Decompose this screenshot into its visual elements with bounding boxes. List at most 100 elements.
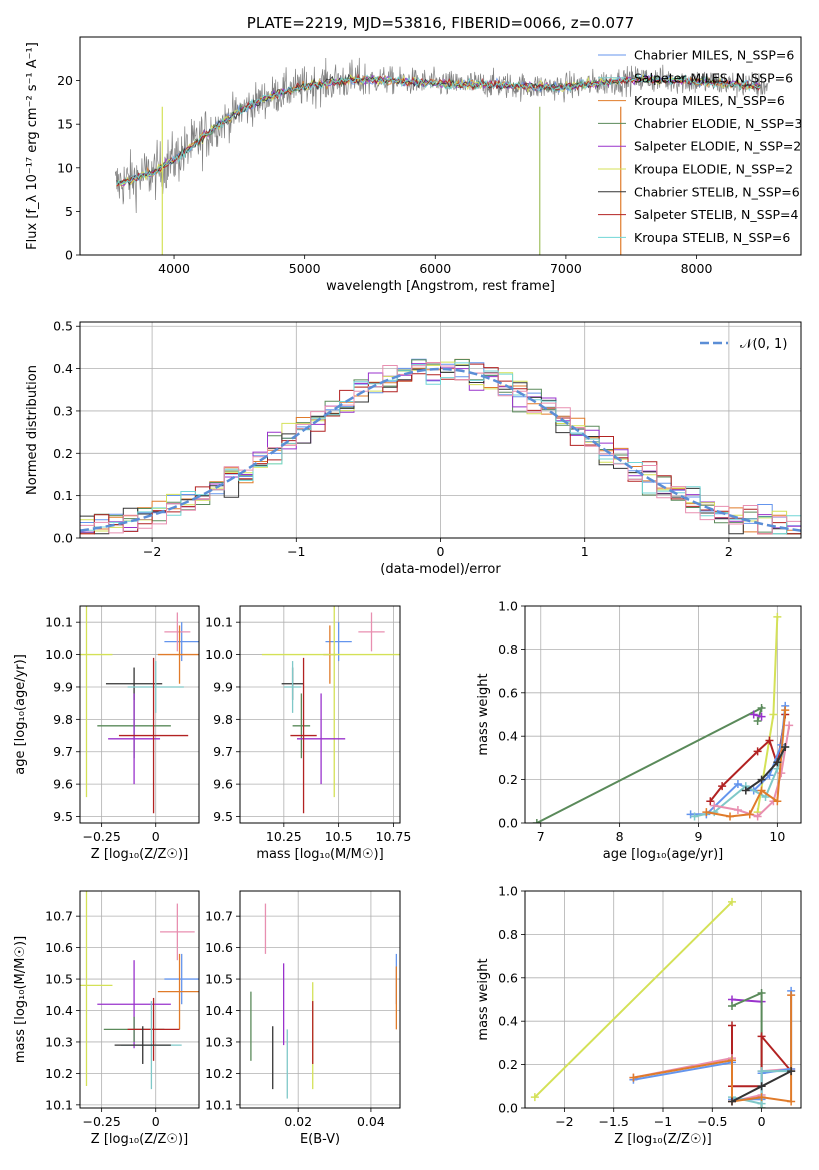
weight-marker — [741, 786, 750, 795]
x-tick-label: 0 — [152, 829, 160, 844]
legend-label: Kroupa ELODIE, N_SSP=2 — [634, 162, 793, 177]
panel-residuals: −2 −1 0 1 2 0.0 0.1 0.2 0.3 0.4 0.5 (data-model)/er… — [25, 319, 802, 577]
panel-mass_vs_Z: −0.25 0 10.1 10.2 10.3 10.4 10.5 10.6 10.7 Z [log… — [13, 890, 200, 1147]
weight-marker — [629, 1073, 638, 1082]
weight-series-8 — [728, 1067, 796, 1106]
x-tick-label: 1 — [581, 544, 589, 559]
y-tick-label: 10.6 — [45, 940, 73, 955]
histogram-step-5 — [80, 362, 801, 535]
weight-marker — [733, 779, 742, 788]
axes-frame — [239, 890, 401, 1109]
weight-marker — [785, 721, 794, 730]
model-line-7 — [116, 73, 761, 187]
legend-entry-7: Salpeter STELIB, N_SSP=4 — [598, 207, 799, 222]
weight-marker — [706, 797, 715, 806]
panel-age_vs_Z: −0.25 0 9.5 9.6 9.7 9.8 9.9 10.0 10.1 Z [log₁₀(Z/… — [13, 605, 200, 862]
y-axis-label: mass weight — [476, 958, 491, 1040]
x-tick-label: 7000 — [550, 261, 582, 276]
y-tick-label: 0 — [65, 248, 73, 263]
x-tick-label: 8 — [616, 829, 624, 844]
y-tick-label: 10.1 — [45, 1097, 73, 1112]
axes-frame — [524, 605, 802, 824]
y-tick-label: 0.2 — [498, 1057, 518, 1072]
error-point-8 — [118, 657, 189, 814]
y-tick-label: 1.0 — [498, 884, 518, 899]
axes-frame — [239, 605, 401, 824]
weight-marker — [726, 812, 735, 821]
histogram-step-6 — [80, 363, 801, 535]
legend-label: Chabrier ELODIE, N_SSP=3 — [634, 116, 803, 131]
legend-label: Kroupa STELIB, N_SSP=6 — [634, 230, 790, 245]
x-tick-label: −1.5 — [599, 1114, 629, 1129]
weight-marker — [718, 782, 727, 791]
error-point-5 — [283, 661, 302, 713]
error-point-8 — [290, 657, 317, 814]
weight-marker — [781, 743, 790, 752]
x-tick-label: 8000 — [681, 261, 713, 276]
weight-marker — [702, 808, 711, 817]
x-tick-label: 0 — [437, 544, 445, 559]
y-tick-label: 9.9 — [213, 679, 233, 694]
y-tick-label: 10.2 — [45, 1066, 73, 1081]
y-tick-label: 0.5 — [53, 319, 73, 334]
weight-line — [745, 746, 787, 792]
weight-marker — [710, 801, 719, 810]
y-tick-label: 5 — [65, 204, 73, 219]
legend-entry-2: Kroupa MILES, N_SSP=6 — [598, 93, 785, 108]
normal-reference-curve — [80, 367, 801, 532]
legend-label: Salpeter STELIB, N_SSP=4 — [634, 207, 799, 222]
y-tick-label: 0.0 — [498, 816, 518, 831]
x-tick-label: 10.75 — [376, 829, 412, 844]
y-tick-label: 10.0 — [205, 647, 233, 662]
plot-area — [80, 606, 199, 814]
x-tick-label: 9 — [695, 829, 703, 844]
y-tick-label: 10.3 — [45, 1034, 73, 1049]
weight-series-8 — [741, 743, 790, 795]
legend-entry-normal: 𝒩(0, 1) — [700, 337, 787, 352]
y-tick-label: 0.8 — [498, 927, 518, 942]
weight-marker — [728, 1021, 736, 1030]
weight-marker — [787, 1097, 796, 1106]
weight-marker — [787, 1067, 796, 1076]
weight-marker — [733, 805, 742, 814]
x-axis-label: mass [log₁₀(M/M☉)] — [256, 847, 383, 862]
weight-series-0 — [530, 897, 736, 1102]
y-tick-label: 10.5 — [45, 972, 73, 987]
y-tick-label: 10.2 — [205, 1066, 233, 1081]
y-tick-label: 9.9 — [53, 679, 73, 694]
plot-area — [530, 897, 796, 1108]
plot-area — [250, 903, 398, 1099]
error-point-6 — [292, 693, 311, 759]
error-point-1 — [164, 612, 191, 652]
y-tick-label: 0.8 — [498, 642, 518, 657]
weight-line — [536, 706, 764, 823]
histogram-step-7 — [80, 362, 801, 535]
y-tick-label: 10.7 — [205, 909, 233, 924]
x-tick-label: −1 — [287, 544, 305, 559]
y-tick-label: 0.0 — [53, 531, 73, 546]
y-tick-label: 9.8 — [53, 712, 73, 727]
weight-marker — [773, 758, 782, 767]
legend-label: Kroupa MILES, N_SSP=6 — [634, 93, 785, 108]
x-axis-label: (data-model)/error — [380, 562, 501, 577]
weight-marker — [757, 703, 766, 712]
model-line-8 — [116, 74, 761, 186]
weight-marker — [728, 1056, 736, 1065]
weight-marker — [757, 1093, 766, 1102]
x-tick-label: −2 — [143, 544, 161, 559]
y-tick-label: 9.6 — [213, 777, 233, 792]
y-axis-label: mass weight — [476, 673, 491, 755]
legend-entry-8: Kroupa STELIB, N_SSP=6 — [598, 230, 790, 245]
legend-label: Chabrier STELIB, N_SSP=6 — [634, 184, 800, 199]
legend-label: 𝒩(0, 1) — [740, 337, 787, 352]
y-tick-label: 10.7 — [45, 909, 73, 924]
x-tick-label: 10.25 — [266, 829, 302, 844]
error-point-1 — [164, 953, 199, 1005]
weight-line — [731, 991, 763, 1108]
legend-entry-1: Salpeter MILES, N_SSP=6 — [598, 70, 793, 85]
y-tick-label: 9.6 — [53, 777, 73, 792]
legend-entry-0: Chabrier MILES, N_SSP=6 — [598, 48, 794, 63]
x-axis-label: Z [log₁₀(Z/Z☉)] — [614, 1132, 711, 1147]
error-point-7 — [108, 693, 161, 785]
error-point-7 — [296, 693, 346, 785]
